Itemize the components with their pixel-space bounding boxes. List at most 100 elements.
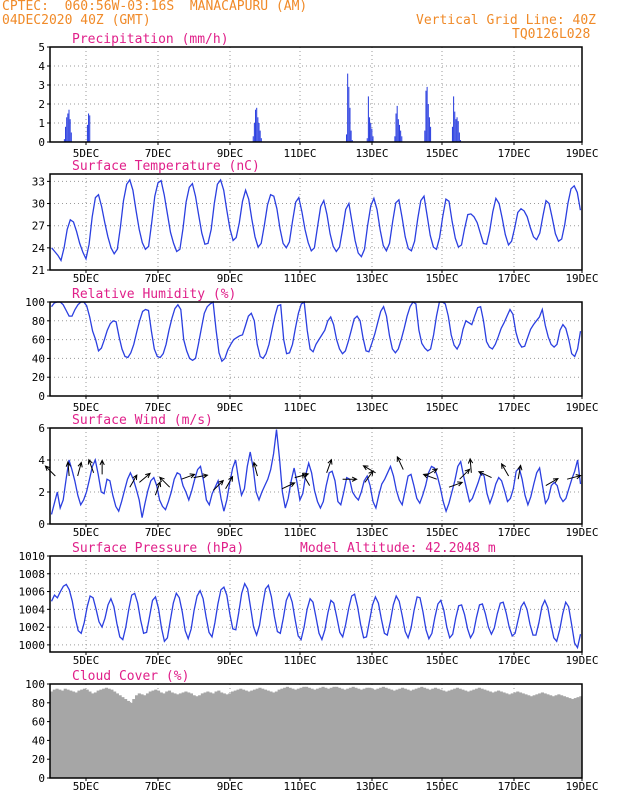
cloud-bar [414, 688, 418, 778]
y-tick-label: 1008 [19, 568, 46, 581]
precip-bar [401, 136, 403, 142]
cloud-bar [230, 691, 235, 778]
x-tick-label: 19DEC [565, 654, 598, 667]
wind-arrow [87, 458, 95, 473]
x-tick-label: 9DEC [217, 526, 244, 539]
cloud-bar [217, 690, 221, 778]
cloud-bar [359, 689, 364, 778]
y-tick-label: 1010 [19, 550, 46, 563]
cloud-bar [551, 696, 555, 778]
panel-frame [49, 427, 583, 525]
x-tick-label: 15DEC [425, 272, 458, 285]
wind-arrow [139, 472, 151, 483]
cloud-bar [124, 699, 128, 778]
precip-bar [394, 136, 396, 142]
cloud-bar [285, 686, 289, 778]
cloud-bar [464, 690, 468, 778]
cloud-bar [241, 689, 246, 778]
y-tick-label: 2 [38, 486, 45, 499]
cloud-bar [398, 688, 402, 778]
x-tick-label: 7DEC [145, 401, 172, 414]
x-tick-label: 19DEC [565, 147, 598, 160]
wind-arrow [326, 458, 333, 473]
x-tick-label: 11DEC [283, 147, 316, 160]
precip-bar [458, 132, 460, 142]
precip-bar [66, 117, 68, 142]
precip-bar [255, 109, 257, 142]
cloud-bar [431, 688, 435, 778]
precip-bar [349, 107, 351, 142]
panel-title: Surface Pressure (hPa) [72, 541, 244, 556]
y-tick-label: 21 [32, 264, 45, 277]
y-tick-label: 0 [38, 136, 45, 149]
y-tick-label: 4 [38, 454, 45, 467]
cloud-bar [458, 688, 462, 778]
cloud-bar [93, 692, 98, 778]
cloud-bar [250, 690, 254, 778]
cloud-bar [472, 689, 476, 778]
panel-frame [49, 173, 583, 271]
cloud-bar [236, 689, 240, 778]
x-tick-label: 5DEC [73, 272, 100, 285]
cloud-bar [420, 686, 424, 778]
series-line [50, 429, 582, 518]
wind-arrow [99, 459, 105, 475]
precip-bar [256, 107, 258, 142]
precip-bar [68, 109, 70, 142]
wind-arrow [158, 476, 171, 488]
precip-bar [457, 121, 459, 142]
x-tick-label: 13DEC [355, 272, 388, 285]
cloud-bar [348, 687, 353, 778]
x-tick-label: 17DEC [497, 272, 530, 285]
cloud-bar [233, 690, 237, 778]
cloud-bar [313, 689, 317, 778]
x-tick-label: 13DEC [355, 401, 388, 414]
cloud-bar [102, 688, 106, 778]
cloud-bar [469, 690, 473, 778]
cloud-bar [291, 688, 295, 778]
cloud-bar [162, 693, 166, 778]
y-tick-label: 33 [32, 175, 45, 188]
series-line [50, 581, 582, 650]
cloud-bar [502, 692, 506, 778]
cloud-bar [80, 689, 84, 778]
cloud-bar [453, 688, 457, 778]
x-tick-label: 9DEC [217, 272, 244, 285]
x-tick-label: 11DEC [283, 401, 316, 414]
cloud-bar [154, 689, 158, 778]
precip-bar [371, 128, 373, 142]
wind-arrow [181, 473, 196, 480]
y-tick-label: 1004 [19, 603, 46, 616]
wind-arrow [517, 464, 523, 480]
cloud-bar [491, 692, 495, 778]
cloud-bar [496, 690, 501, 778]
cloud-bar [524, 694, 528, 778]
cloud-bar [365, 687, 369, 778]
cloud-bar [244, 690, 248, 778]
cloud-bar [104, 687, 108, 778]
cloud-bar [121, 697, 125, 778]
cloud-bar [294, 689, 298, 778]
cloud-bar [58, 689, 62, 778]
cloud-bar [69, 690, 73, 778]
precip-bar [428, 117, 430, 142]
cloud-bar [480, 688, 484, 778]
cloud-bar [576, 697, 580, 778]
cloud-bar [206, 691, 210, 778]
cloud-bar [403, 688, 407, 778]
cloud-bar [258, 687, 262, 778]
x-tick-label: 5DEC [73, 526, 100, 539]
cloud-bar [376, 688, 380, 778]
x-tick-label: 9DEC [217, 780, 244, 793]
precip-bar [350, 130, 352, 142]
cloud-bar [148, 691, 152, 778]
precip-bar [259, 130, 261, 142]
cloud-bar [228, 693, 232, 778]
cloud-bar [340, 688, 344, 778]
precip-bar [456, 117, 458, 142]
cloud-bar [173, 693, 177, 778]
x-tick-label: 11DEC [283, 780, 316, 793]
cloud-bar [99, 689, 103, 778]
y-tick-label: 20 [32, 753, 45, 766]
precip-bar [424, 130, 426, 142]
